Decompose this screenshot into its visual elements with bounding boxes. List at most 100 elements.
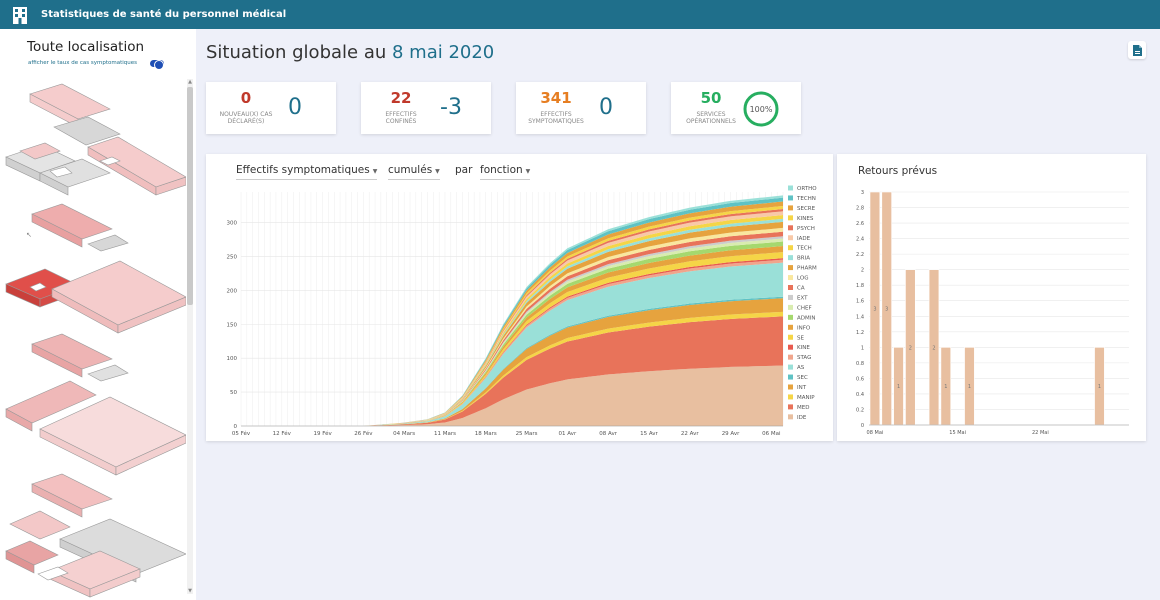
kpi-value: 50 [700,89,722,107]
legend-swatch-kine [788,344,793,350]
floor-1[interactable] [5,83,186,196]
area-series-secre [241,201,783,426]
building-floor-map: ↖ [5,83,186,598]
y-tick-label: 2.6 [856,221,864,227]
x-tick-label: 08 Mai [867,430,884,436]
kpi-new-cases: 0 nouveau(x) cas déclaré(s) 0 [206,82,336,134]
returns-chart-card: Retours prévus 0 0.2 0.4 0.6 0.8 1 1.2 1.4 1.6 1.… [837,154,1146,441]
page-title-prefix: Situation globale au [206,42,392,63]
legend-label-se: SE [797,335,804,341]
legend-label-chef: CHEF [797,305,812,311]
legend-swatch-se [788,334,793,340]
legend-swatch-int [788,384,793,390]
area-series-as [241,262,783,426]
floor-3[interactable] [5,333,186,476]
y-tick-label: 1.2 [856,330,864,336]
legend-swatch-kines [788,215,793,221]
page-title: Situation globale au 8 mai 2020 [206,42,494,63]
par-label: par [455,164,473,176]
y-tick-label: 0.8 [856,361,864,367]
kpi-value: 341 [540,89,572,107]
area-series-techn [241,197,783,426]
returns-chart-title: Retours prévus [858,165,938,177]
measure-dropdown[interactable]: Effectifs symptomatiques ▼ [236,164,378,180]
x-tick-label: 22 Avr [681,431,699,437]
bar-value-label: 3 [885,307,888,313]
page-title-date: 8 mai 2020 [391,42,495,63]
legend-label-log: LOG [797,276,808,282]
floor-2[interactable] [5,203,186,334]
legend-swatch-med [788,404,793,410]
legend-swatch-secre [788,205,793,211]
x-tick-label: 15 Mai [949,430,966,436]
y-tick-label: 300 [227,221,238,227]
sidebar-scrollbar[interactable]: ▲ ▼ [187,79,193,594]
bar-value-label: 1 [897,384,900,390]
legend-label-stag: STAG [797,355,811,361]
area-series-ortho [241,195,783,426]
x-tick-label: 05 Fév [232,430,251,437]
legend-label-ext: EXT [797,295,808,301]
legend-swatch-admin [788,314,793,320]
kpi-confined: 22 Effectifs confinés -3 [361,82,491,134]
y-tick-label: 50 [230,390,237,396]
main-content: Situation globale au 8 mai 2020 0 nouvea… [196,29,1160,600]
area-series-bria [241,218,783,426]
floor-4[interactable] [5,473,186,598]
y-tick-label: 2.4 [856,237,864,243]
toggle-label: afficher le taux de cas symptomatiques [28,60,138,66]
scroll-thumb[interactable] [187,87,193,305]
area-series-chef [241,238,783,426]
y-tick-label: 3 [861,190,864,196]
bar-value-label: 1 [1098,384,1101,390]
stacked-area-chart: 0 50 100 150 200 250 300 05 Fév 12 Fév 19 Fév 26 F… [227,185,817,437]
area-series-ide [241,365,783,426]
svg-text:↖: ↖ [26,231,32,239]
x-tick-label: 12 Fév [273,430,292,437]
location-sidebar: Toute localisation afficher le taux de c… [0,29,196,600]
area-series-iade [241,211,783,426]
services-ring-badge: 100% [743,91,779,127]
returns-bar-chart: 0 0.2 0.4 0.6 0.8 1 1.2 1.4 1.6 1.8 2 2.2 2.4 2.6 2.8 3… [856,190,1129,436]
legend-label-manip: MANIP [797,395,815,401]
symptomatic-rate-toggle[interactable] [150,59,164,70]
legend-label-admin: ADMIN [797,315,815,321]
legend-swatch-ortho [788,185,793,191]
legend-label-tech: TECH [796,246,812,252]
group-dropdown[interactable]: fonction ▼ [480,164,531,180]
area-series-info [241,246,783,426]
area-series-pharm [241,221,783,426]
y-tick-label: 0 [234,424,238,430]
legend-swatch-stag [788,354,793,360]
bar-value-label: 1 [968,384,971,390]
bar-value-label: 2 [932,345,935,351]
y-tick-label: 250 [227,254,238,260]
legend-swatch-techn [788,195,793,201]
y-tick-label: 1.4 [856,314,864,320]
pdf-icon [1132,44,1142,56]
legend-swatch-iade [788,235,793,241]
mode-dropdown[interactable]: cumulés ▼ [388,164,440,180]
bar-value-label: 2 [909,345,912,351]
legend-swatch-bria [788,255,793,261]
legend-label-int: INT [797,385,807,391]
y-tick-label: 1.8 [856,283,864,289]
x-tick-label: 01 Avr [559,431,577,437]
legend-swatch-tech [788,245,793,251]
scroll-up-arrow[interactable]: ▲ [188,79,192,85]
kpi-symptomatic: 341 Effectifs symptomatiques 0 [516,82,646,134]
scroll-down-arrow[interactable]: ▼ [188,588,192,594]
legend-label-ide: IDE [797,415,807,421]
area-series-kines [241,205,783,426]
y-tick-label: 0.6 [856,376,864,382]
legend-swatch-as [788,364,793,370]
legend-label-sec: SEC [797,375,808,381]
hospital-icon [13,6,27,24]
area-series-sec [241,296,783,426]
app-header: Statistiques de santé du personnel médic… [0,0,1160,29]
area-series-psych [241,209,783,426]
pdf-export-button[interactable] [1128,41,1146,59]
legend-label-pharm: PHARM [797,266,817,272]
legend-label-ca: CA [797,286,805,292]
x-tick-label: 04 Mars [393,431,415,437]
